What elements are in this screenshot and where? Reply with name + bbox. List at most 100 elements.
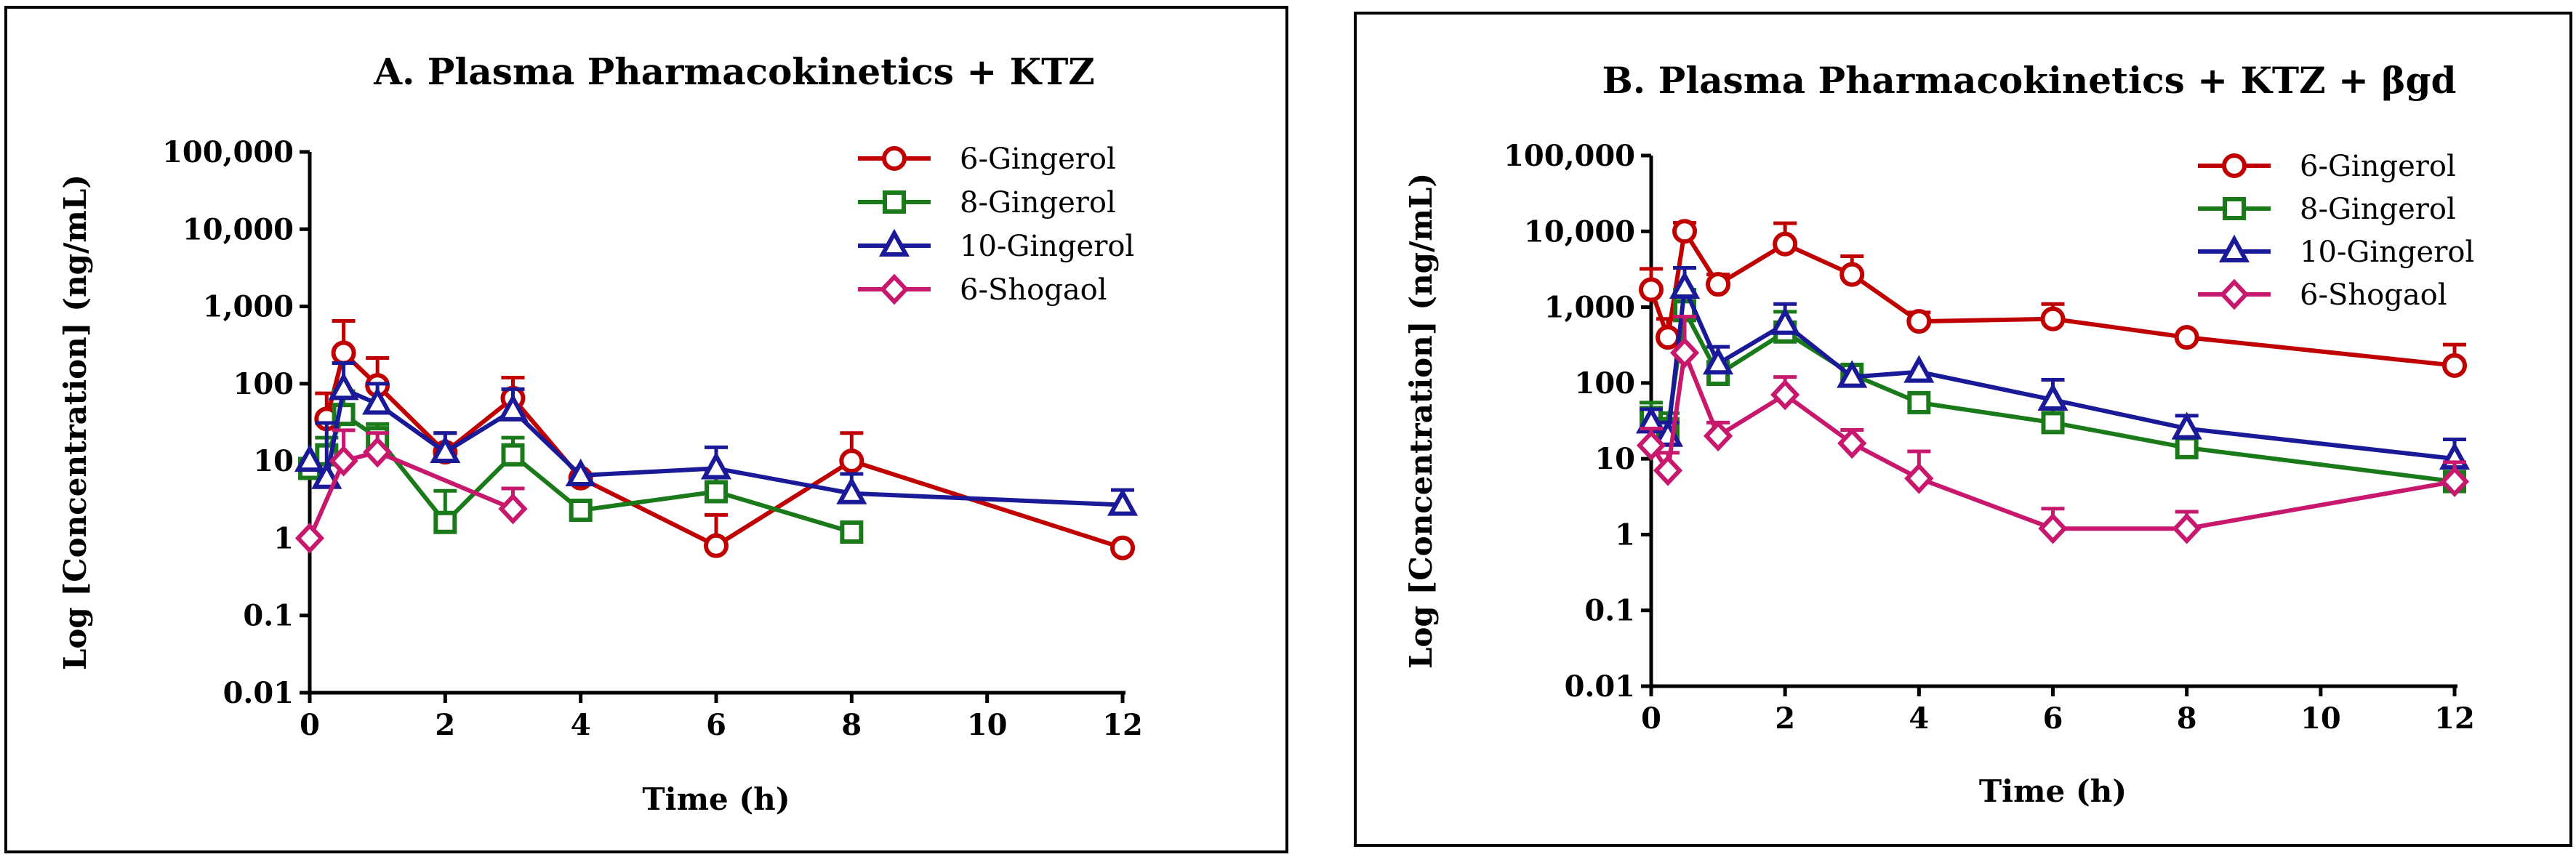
data-point [2172,512,2202,544]
data-point [569,498,593,522]
y-tick-label: 10,000 [182,212,294,246]
legend-marker [879,273,910,305]
data-point [430,435,461,464]
series-line [1650,286,2455,462]
y-tick-label: 1 [1615,518,1635,552]
y-tick-label: 10 [253,444,294,478]
y-tick-label: 100,000 [162,135,294,169]
data-point [1770,379,1800,411]
y-tick-label: 1,000 [1544,291,1635,325]
y-tick-label: 10 [1594,442,1635,476]
legend-marker [2222,153,2247,178]
data-point [1706,272,1731,297]
data-point [2040,306,2066,331]
data-point [1773,231,1798,257]
series-6-shogaol [294,428,528,554]
data-point [1906,309,1932,334]
x-tick-label: 0 [300,708,320,742]
data-point [331,340,356,366]
chart-title: B. Plasma Pharmacokinetics + KTZ + βgd [1602,59,2457,102]
data-point [1904,462,1934,494]
series-6-shogaol [1636,315,2470,544]
y-tick-label: 0.01 [1565,669,1635,704]
y-tick-label: 1,000 [203,290,294,324]
legend-marker [878,228,910,257]
legend-marker [883,190,906,214]
data-point [1703,347,1734,375]
data-point [2174,325,2199,350]
legend-item: 8-Gingerol [858,186,1116,220]
x-tick-label: 0 [1641,701,1661,736]
data-point [840,520,864,544]
x-axis-label: Time (h) [642,781,790,817]
series-line [308,450,514,539]
y-tick-label: 1 [273,521,294,555]
data-point [2439,466,2470,497]
x-tick-label: 2 [435,708,455,742]
y-axis-label: Log [Concentration] (ng/mL) [1403,173,1439,669]
series-6-gingerol [1639,219,2467,378]
legend: 6-Gingerol 8-Gingerol 10-Gingerol 6-Shogaol [858,142,1134,307]
data-point [2442,353,2467,378]
x-tick-label: 8 [2177,701,2197,736]
y-tick-label: 0.01 [223,676,294,710]
y-tick-label: 100 [1575,366,1636,401]
y-tick-label: 100,000 [1504,139,1635,173]
data-point [2037,382,2069,411]
data-point [2041,411,2065,435]
data-point [294,523,325,554]
legend-item: 6-Gingerol [2198,150,2456,183]
x-tick-label: 12 [1102,708,1143,742]
data-point [1656,325,1681,350]
data-point [498,493,528,525]
data-point [1839,262,1865,287]
legend-label: 6-Gingerol [960,142,1116,176]
legend-label: 10-Gingerol [960,230,1134,263]
x-tick-label: 12 [2434,701,2475,736]
data-point [1639,277,1664,302]
data-point [1669,270,1701,299]
data-point [705,480,728,504]
data-point [328,372,359,401]
data-point [700,451,732,480]
legend-item: 6-Gingerol [858,142,1116,176]
series-line [1649,229,2455,368]
data-point [1837,360,1868,388]
x-axis-label: Time (h) [1979,773,2127,809]
data-point [1107,488,1139,516]
data-point [1703,420,1733,452]
data-point [1903,355,1935,383]
data-point [839,448,864,474]
legend-label: 10-Gingerol [2300,236,2474,269]
panel-a: A. Plasma Pharmacokinetics + KTZ 0.01 0.1 1… [4,6,1288,853]
y-tick-label: 0.1 [1584,594,1635,628]
y-axis-label: Log [Concentration] (ng/mL) [57,174,93,670]
legend-label: 6-Shogaol [2300,278,2447,312]
legend-marker [2219,278,2250,310]
x-tick-label: 10 [967,708,1008,742]
legend: 6-Gingerol 8-Gingerol 10-Gingerol 6-Shogaol [2198,150,2474,312]
data-point [1669,337,1700,369]
y-tick-label: 100 [233,367,294,401]
x-tick-label: 6 [2043,701,2063,736]
x-tick-label: 8 [841,708,862,742]
legend-marker [2223,197,2246,220]
data-point [836,476,867,504]
data-point [362,387,393,415]
data-point [1672,219,1698,244]
legend-item: 10-Gingerol [2198,234,2474,269]
data-point [363,436,393,468]
x-tick-label: 4 [1909,701,1929,736]
legend-item: 10-Gingerol [858,228,1134,263]
legend-item: 6-Shogaol [2198,278,2447,312]
legend-marker [882,146,907,171]
y-tick-label: 10,000 [1524,214,1635,249]
x-tick-label: 4 [571,708,591,742]
data-point [565,458,596,487]
data-point [1636,430,1666,462]
x-tick-label: 2 [1775,701,1795,736]
series-10-gingerol [294,361,1139,516]
data-point [1907,390,1931,414]
legend-label: 6-Gingerol [2300,150,2456,183]
data-point [704,533,729,558]
